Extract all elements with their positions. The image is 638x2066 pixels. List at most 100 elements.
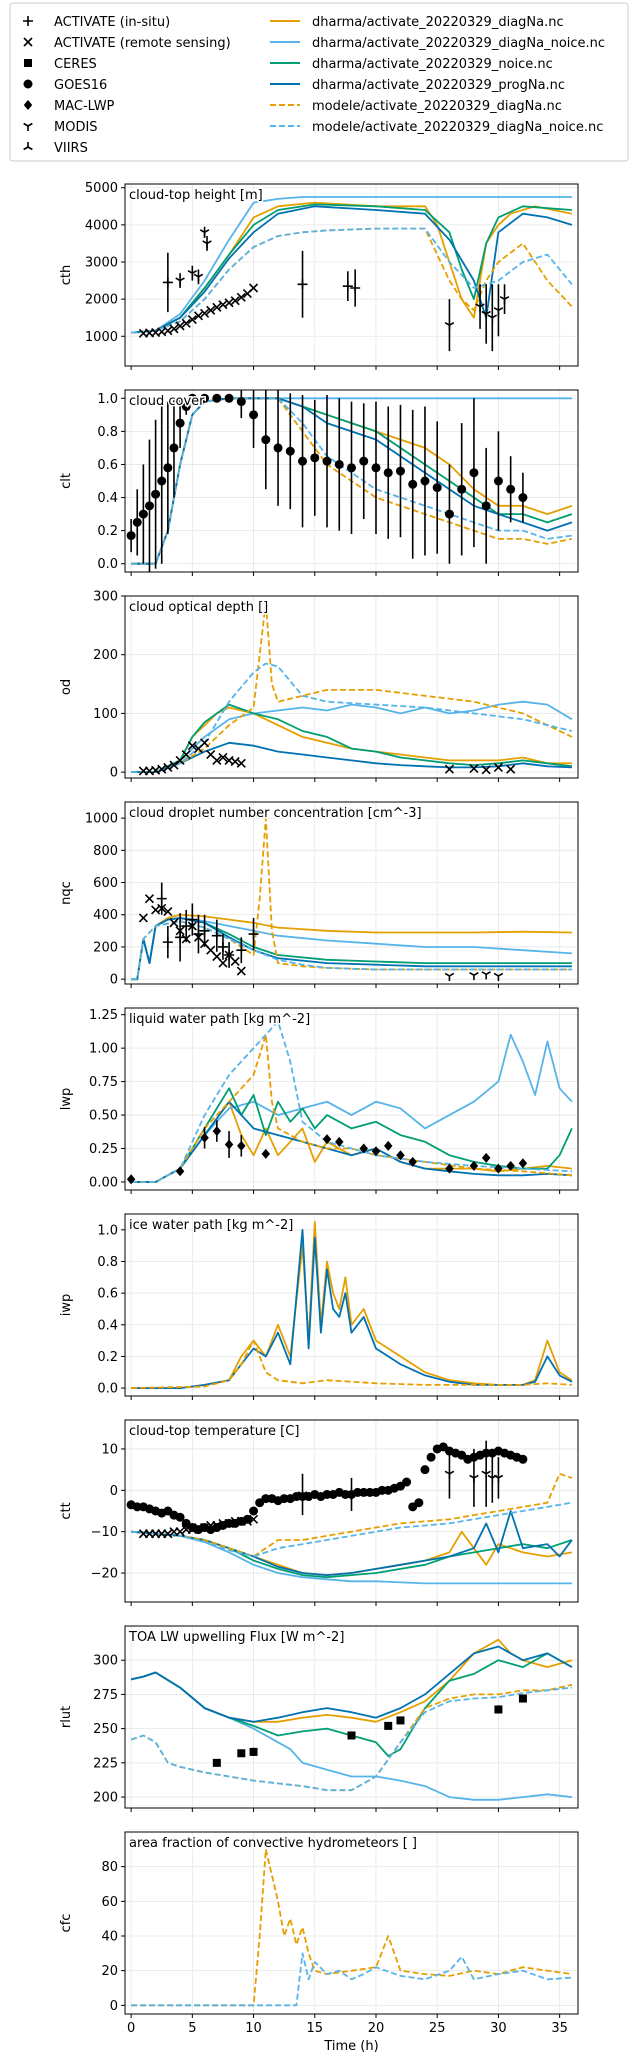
obs-point-x: [224, 298, 234, 308]
panel-title: cloud optical depth []: [129, 600, 268, 615]
legend-marker-diamond: [23, 100, 33, 110]
legend-label: GOES16: [54, 78, 107, 93]
obs-point-x: [506, 764, 516, 774]
x-tick-label: 10: [245, 2021, 262, 2036]
y-tick-label: 0.75: [89, 1075, 118, 1090]
series-line: [130, 1645, 573, 1723]
obs-point-circle: [518, 1454, 528, 1464]
obs-point-square: [237, 1749, 246, 1758]
obs-point-diamond: [359, 1143, 368, 1154]
obs-point-plus: [217, 941, 228, 952]
obs-point-square: [384, 1721, 393, 1730]
series-line: [131, 205, 573, 334]
series-line: [130, 1686, 572, 1792]
y-tick-label: 0.8: [97, 425, 118, 440]
panel-title: area fraction of convective hydrometeors…: [129, 1836, 417, 1851]
obs-point-plus: [199, 925, 210, 936]
panel-cth: 1000 2000 3000 4000 5000 cth cloud-top height …: [59, 181, 579, 370]
obs-point-plus: [350, 283, 361, 293]
obs-point-plus: [211, 930, 222, 941]
series-line: [131, 917, 572, 981]
obs-point-x: [493, 762, 503, 772]
y-tick-label: 3000: [85, 256, 118, 271]
obs-point-square: [347, 1731, 356, 1740]
legend-label: dharma/activate_20220329_diagNa_noice.nc: [312, 36, 605, 51]
legend-label: ACTIVATE (remote sensing): [54, 36, 231, 51]
obs-point-square: [518, 1694, 527, 1703]
obs-point-circle: [298, 456, 308, 466]
legend-label: dharma/activate_20220329_diagNa.nc: [312, 15, 564, 30]
panel-lwp: 0.00 0.25 0.50 0.75 1.00 1.25 lwp liquid water …: [59, 1007, 579, 1194]
y-tick-label: 0.25: [89, 1142, 118, 1157]
y-tick-label: 0: [110, 766, 118, 781]
obs-point-x: [224, 1518, 234, 1528]
y-tick-label: 800: [93, 844, 118, 859]
obs-point-plus: [187, 914, 198, 925]
obs-point-circle: [426, 1452, 436, 1462]
obs-point-tri_down: [481, 310, 491, 319]
legend-label: modele/activate_20220329_diagNa.nc: [312, 99, 562, 114]
panel-title: liquid water path [kg m^-2]: [129, 1012, 310, 1027]
y-tick-label: 5000: [85, 181, 118, 196]
obs-point-tri_down: [444, 972, 455, 981]
axes-frame: [124, 1007, 579, 1191]
obs-point-tri_down: [493, 972, 504, 981]
obs-point-circle: [181, 402, 191, 412]
obs-point-circle: [322, 456, 332, 466]
series-line: [131, 817, 572, 981]
obs-point-tri_down: [193, 273, 204, 282]
observations: [126, 1120, 528, 1185]
panel-title: cloud-top height [m]: [129, 188, 263, 203]
obs-point-x: [248, 283, 259, 293]
axes-frame: [124, 389, 579, 573]
obs-point-diamond: [212, 1126, 222, 1137]
series-lines: [131, 1848, 573, 2007]
legend-label: CERES: [54, 57, 97, 72]
obs-point-tri_down: [499, 295, 510, 305]
obs-point-diamond: [261, 1148, 271, 1159]
series-line: [131, 1020, 572, 1183]
obs-point-plus: [342, 281, 353, 292]
y-tick-label: −10: [91, 1525, 118, 1540]
obs-point-plus: [236, 945, 247, 956]
obs-point-circle: [126, 531, 136, 541]
y-axis-label: cfc: [59, 1914, 74, 1933]
obs-point-tri_down: [493, 307, 504, 316]
obs-point-circle: [138, 509, 148, 519]
obs-point-circle: [157, 476, 167, 486]
y-tick-label: 0: [110, 1999, 118, 2014]
obs-point-x: [175, 321, 185, 331]
series-line: [131, 1510, 573, 1576]
obs-point-circle: [481, 501, 491, 511]
obs-point-tri_down: [493, 1474, 504, 1483]
series-line: [131, 920, 572, 981]
series-line: [131, 201, 573, 334]
x-axis-label: Time (h): [323, 2039, 378, 2054]
obs-point-circle: [224, 393, 234, 403]
obs-point-circle: [402, 1477, 412, 1487]
legend-label: MAC-LWP: [54, 99, 115, 114]
obs-point-circle: [420, 476, 430, 486]
obs-point-circle: [249, 410, 259, 420]
series-line: [131, 1228, 573, 1389]
gridlines: [125, 1626, 578, 1808]
obs-point-diamond: [445, 1163, 454, 1174]
observations: [138, 882, 504, 981]
y-axis-label: od: [59, 679, 74, 695]
observations: [126, 390, 528, 572]
obs-point-diamond: [335, 1136, 344, 1147]
obs-point-diamond: [322, 1134, 332, 1145]
obs-point-plus: [175, 932, 186, 943]
obs-point-x: [138, 913, 148, 923]
obs-point-tri_down: [481, 1470, 491, 1479]
obs-point-diamond: [224, 1139, 234, 1150]
obs-point-x: [187, 1525, 197, 1535]
obs-point-diamond: [126, 1174, 136, 1185]
obs-point-circle: [469, 468, 479, 478]
gridlines: [125, 595, 578, 778]
y-axis-label: iwp: [59, 1294, 74, 1317]
panel-nqc: 0 200 400 600 800 1000 nqc cloud droplet number…: [59, 801, 579, 988]
legend-marker-square: [24, 59, 32, 67]
panel-ctt: −20 −10 0 10 ctt cloud-top temperature [C]: [59, 1419, 579, 1606]
y-tick-label: 0.2: [97, 1350, 118, 1365]
